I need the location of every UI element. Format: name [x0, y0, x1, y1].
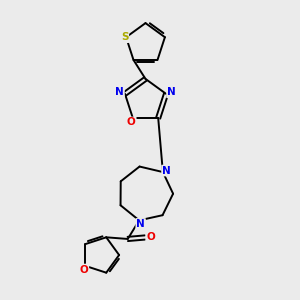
Text: O: O — [146, 232, 155, 242]
Text: N: N — [167, 87, 176, 97]
Text: S: S — [121, 32, 128, 42]
Text: O: O — [80, 265, 88, 275]
Text: N: N — [162, 166, 171, 176]
Text: O: O — [127, 118, 136, 128]
Text: N: N — [136, 219, 145, 229]
Text: N: N — [115, 87, 124, 97]
